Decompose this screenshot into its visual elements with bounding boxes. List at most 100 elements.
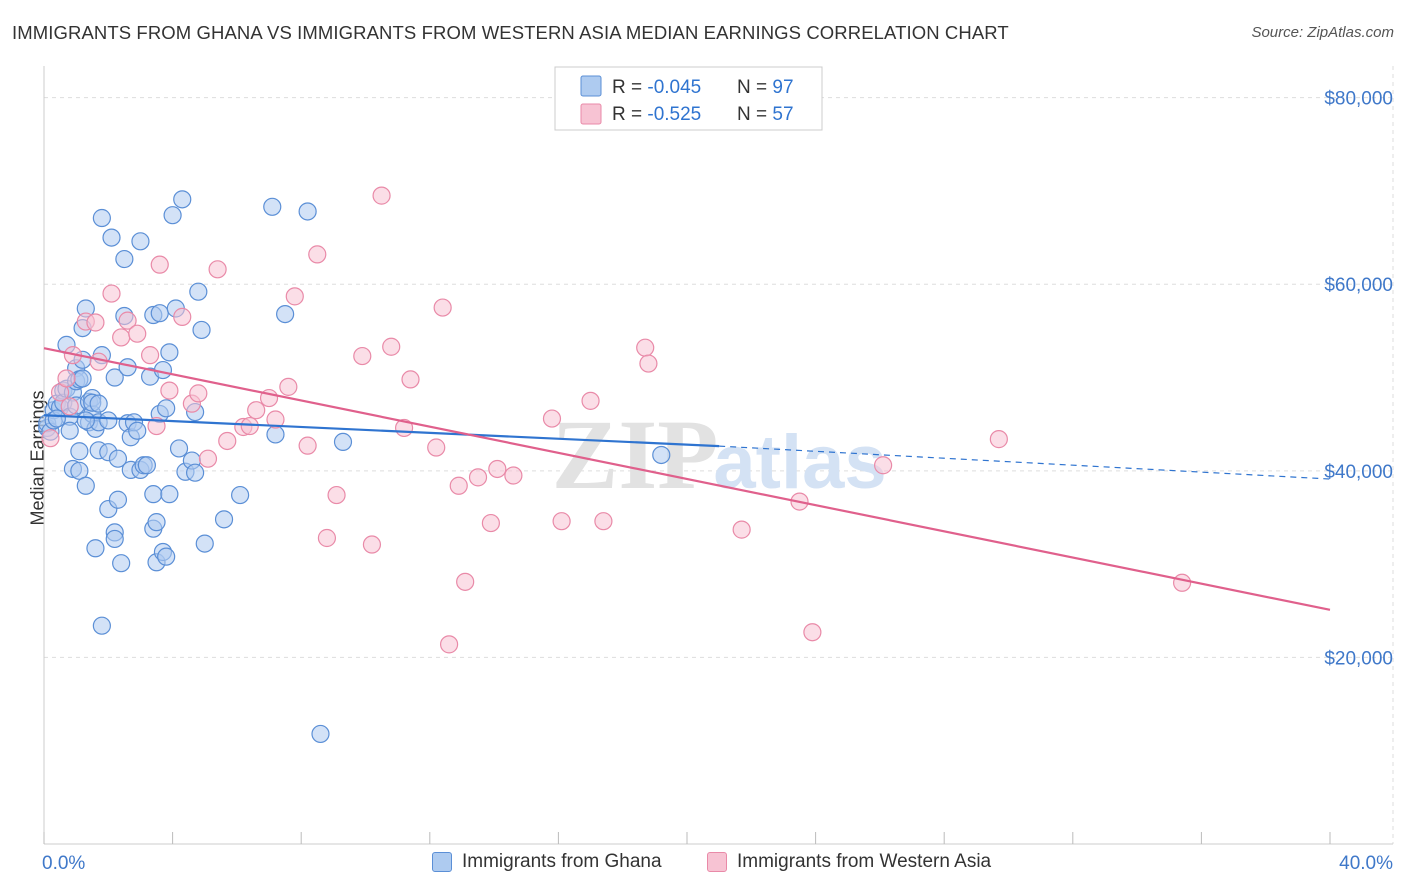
y-tick-label: $20,000 <box>1324 648 1393 669</box>
legend-bottom-swatch-ghana <box>432 852 452 872</box>
point-ghana <box>298 202 317 221</box>
legend-r-value-wasia: -0.525 <box>647 104 701 125</box>
point-wasia <box>266 410 285 429</box>
point-ghana <box>108 449 128 468</box>
legend-swatch-ghana <box>580 75 602 97</box>
point-ghana <box>192 320 211 340</box>
point-ghana <box>163 206 182 225</box>
point-ghana <box>195 534 214 553</box>
point-ghana <box>137 456 156 475</box>
point-wasia <box>86 313 105 332</box>
point-wasia <box>353 346 372 366</box>
trend-line-ghana-extension <box>719 445 1331 480</box>
point-ghana <box>60 421 79 440</box>
point-wasia <box>218 431 237 451</box>
point-wasia <box>189 384 208 403</box>
point-wasia <box>456 572 475 591</box>
point-wasia <box>308 245 327 264</box>
point-ghana <box>160 343 179 362</box>
svg-text:R = -0.525: R = -0.525 <box>612 104 701 125</box>
point-wasia <box>160 381 179 400</box>
trend-line-ghana <box>43 414 720 448</box>
point-ghana <box>186 463 205 482</box>
trend-lines <box>43 347 1331 611</box>
legend-bottom-swatch-wasia <box>707 852 727 872</box>
point-wasia <box>636 338 655 357</box>
point-wasia <box>427 438 446 457</box>
legend-swatch-wasia <box>580 103 602 125</box>
point-wasia <box>41 429 60 448</box>
point-ghana <box>652 445 671 465</box>
point-ghana <box>169 439 189 458</box>
point-ghana <box>76 411 95 430</box>
point-ghana <box>311 724 330 744</box>
point-ghana <box>131 232 150 251</box>
point-ghana <box>70 442 89 461</box>
point-wasia <box>147 416 166 436</box>
legend-n-label-wasia: N = <box>737 104 772 125</box>
point-wasia <box>150 255 169 274</box>
point-wasia <box>173 307 192 326</box>
point-wasia <box>989 430 1008 449</box>
point-wasia <box>488 459 507 479</box>
data-points <box>38 186 1192 744</box>
point-ghana <box>115 249 134 269</box>
point-wasia <box>552 512 571 531</box>
point-ghana <box>105 368 124 387</box>
point-ghana <box>112 554 131 573</box>
point-wasia <box>639 354 658 373</box>
point-wasia <box>401 370 420 389</box>
x-tick-label: 0.0% <box>42 853 85 874</box>
point-ghana <box>173 190 192 209</box>
point-ghana <box>92 208 111 228</box>
point-ghana <box>92 616 111 635</box>
point-ghana <box>128 421 147 440</box>
legend-top: R = -0.045 N = 97 R = -0.525 N = 57 <box>554 66 823 131</box>
point-ghana <box>147 513 166 532</box>
point-wasia <box>279 377 298 396</box>
tick-labels: $20,000 $40,000 $60,000 $80,000 0.0% 40.0% <box>42 89 1393 874</box>
legend-item-wasia: Immigrants from Western Asia <box>707 851 991 873</box>
legend-n-label-ghana: N = <box>737 77 772 98</box>
point-ghana <box>99 411 118 430</box>
legend-r-label-wasia: R = <box>612 104 647 125</box>
point-wasia <box>874 456 893 475</box>
svg-text:N = 57: N = 57 <box>737 104 794 125</box>
point-wasia <box>362 535 382 554</box>
legend-r-value-ghana: -0.045 <box>647 77 701 98</box>
legend-n-value-ghana: 97 <box>772 77 793 98</box>
x-tick-label: 40.0% <box>1339 853 1393 874</box>
legend-bottom-label-ghana: Immigrants from Ghana <box>462 851 662 872</box>
y-tick-label: $80,000 <box>1324 89 1393 110</box>
point-ghana <box>157 547 176 566</box>
point-wasia <box>542 409 562 428</box>
chart-title: IMMIGRANTS FROM GHANA VS IMMIGRANTS FROM… <box>12 22 1009 43</box>
point-wasia <box>803 623 822 642</box>
point-ghana <box>73 369 92 388</box>
point-wasia <box>247 401 266 420</box>
point-wasia <box>198 449 218 468</box>
point-ghana <box>214 510 234 529</box>
point-wasia <box>594 512 613 531</box>
point-ghana <box>105 529 124 549</box>
point-wasia <box>1173 573 1192 592</box>
point-ghana <box>231 485 250 505</box>
point-wasia <box>449 476 468 495</box>
point-wasia <box>382 337 401 356</box>
chart-source: Source: ZipAtlas.com <box>1251 24 1394 41</box>
point-ghana <box>160 485 179 504</box>
legend-bottom-label-wasia: Immigrants from Western Asia <box>737 851 992 872</box>
point-wasia <box>118 311 137 330</box>
point-wasia <box>208 260 227 279</box>
y-tick-label: $40,000 <box>1324 462 1393 483</box>
point-wasia <box>439 635 459 654</box>
legend-item-ghana: Immigrants from Ghana <box>432 851 662 873</box>
point-wasia <box>60 397 79 416</box>
point-wasia <box>433 298 452 317</box>
point-wasia <box>128 324 147 343</box>
point-wasia <box>504 466 523 485</box>
trend-line-wasia <box>43 347 1331 611</box>
point-wasia <box>102 284 121 303</box>
point-wasia <box>112 328 131 347</box>
